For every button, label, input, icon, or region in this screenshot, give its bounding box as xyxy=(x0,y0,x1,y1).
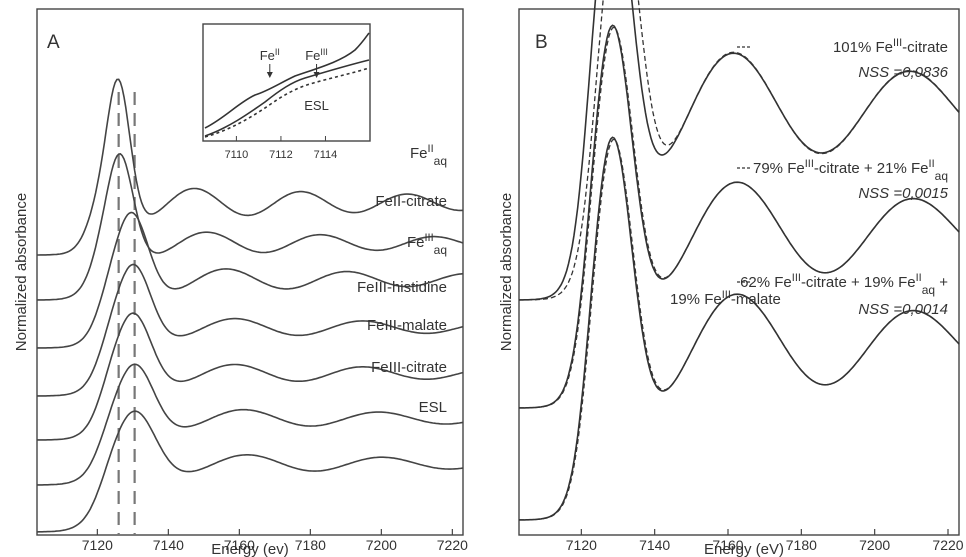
fit-composition-label-line2: 19% FeIII-malate xyxy=(670,289,781,308)
panel-b-x-tick-label: 7120 xyxy=(566,537,597,553)
fit-composition-label: 62% FeIII-citrate + 19% FeIIaq + xyxy=(740,272,948,297)
panel-b-x-tick-label: 7180 xyxy=(786,537,817,553)
panel-b-label: B xyxy=(535,32,548,53)
series-label: FeII-citrate xyxy=(375,193,447,210)
panel-a-series-labels: FeIIaq FeII-citrate FeIIIaq FeIII-histidine… xyxy=(357,143,447,416)
panel-b-spectra xyxy=(518,0,960,521)
spectrum-line-2 xyxy=(37,153,464,301)
panel-a-x-tick-label: 7160 xyxy=(224,537,255,553)
panel-a-x-tick-label: 7180 xyxy=(295,537,326,553)
spectrum-line-7 xyxy=(36,410,464,533)
panel-b-x-tick-label: 7160 xyxy=(712,537,743,553)
panel-a-x-tick-label: 7120 xyxy=(82,537,113,553)
spectrum-line-1 xyxy=(37,78,464,256)
panel-b-x-tick-label: 7200 xyxy=(859,537,890,553)
inset-curve-2 xyxy=(204,59,370,137)
panel-b-x-tick-label: 7140 xyxy=(639,537,670,553)
inset-annotation: FeII xyxy=(260,47,280,63)
inset-annotation: FeIII xyxy=(305,47,328,63)
nss-value: NSS =0,0014 xyxy=(858,301,948,318)
inset-x-tick-label: 7110 xyxy=(225,149,249,161)
panel-b-xlabel: Energy (eV) xyxy=(704,541,784,557)
fit-composition-label: 79% FeIII-citrate + 21% FeIIaq xyxy=(753,158,948,183)
measured-spectrum-3 xyxy=(519,136,960,521)
panel-a-x-tick-label: 7200 xyxy=(366,537,397,553)
panel-b-frame xyxy=(518,8,960,536)
panel-b-fit-labels: 101% FeIII-citrate NSS =0,0836 79% FeIII-c… xyxy=(670,37,949,318)
inset-frame xyxy=(202,23,371,142)
panel-a-label: A xyxy=(47,32,60,53)
panel-a-ylabel: Normalized absorbance xyxy=(13,193,30,351)
fit-composition-label: 101% FeIII-citrate xyxy=(833,37,948,56)
inset-x-tick-label: 7112 xyxy=(269,149,293,161)
series-label: FeIII-citrate xyxy=(371,359,447,376)
panel-a-x-axis: 7120 7140 7160 7180 7200 7220 xyxy=(82,529,468,553)
spectrum-line-4 xyxy=(37,263,464,397)
series-label: FeIII-histidine xyxy=(357,279,447,296)
fit-spectrum-1 xyxy=(518,0,960,301)
panel-b-x-axis: 7120 7140 7160 7180 7200 7220 xyxy=(566,529,964,553)
inset-arrowhead xyxy=(313,72,320,78)
panel-a-x-tick-label: 7140 xyxy=(153,537,184,553)
panel-a-xlabel: Energy (ev) xyxy=(211,541,289,557)
inset-arrowhead xyxy=(266,72,273,78)
spectrum-line-6 xyxy=(37,363,464,486)
series-label: FeIIIaq xyxy=(407,232,447,257)
inset-esl-label: ESL xyxy=(304,98,329,113)
spectrum-line-3 xyxy=(37,211,464,349)
panel-b-ylabel: Normalized absorbance xyxy=(498,193,515,351)
series-label: ESL xyxy=(419,399,447,416)
fit-spectrum-2 xyxy=(519,26,960,409)
inset-curve-1 xyxy=(204,32,370,129)
panel-a-x-tick-label: 7220 xyxy=(437,537,468,553)
inset-curve-3 xyxy=(204,67,370,138)
series-label: FeIIaq xyxy=(410,143,447,168)
series-label: FeIII-malate xyxy=(367,317,447,334)
measured-spectrum-2 xyxy=(519,24,960,409)
panel-a-frame xyxy=(36,8,464,536)
inset-plot: 7110 7112 7114 FeII FeIII ESL xyxy=(204,32,370,161)
panel-a-spectra xyxy=(36,78,464,533)
nss-value: NSS =0,0015 xyxy=(858,185,948,202)
nss-value: NSS =0,0836 xyxy=(858,64,948,81)
inset-x-tick-label: 7114 xyxy=(314,149,338,161)
panel-b-x-tick-label: 7220 xyxy=(932,537,963,553)
spectrum-line-5 xyxy=(37,312,464,441)
